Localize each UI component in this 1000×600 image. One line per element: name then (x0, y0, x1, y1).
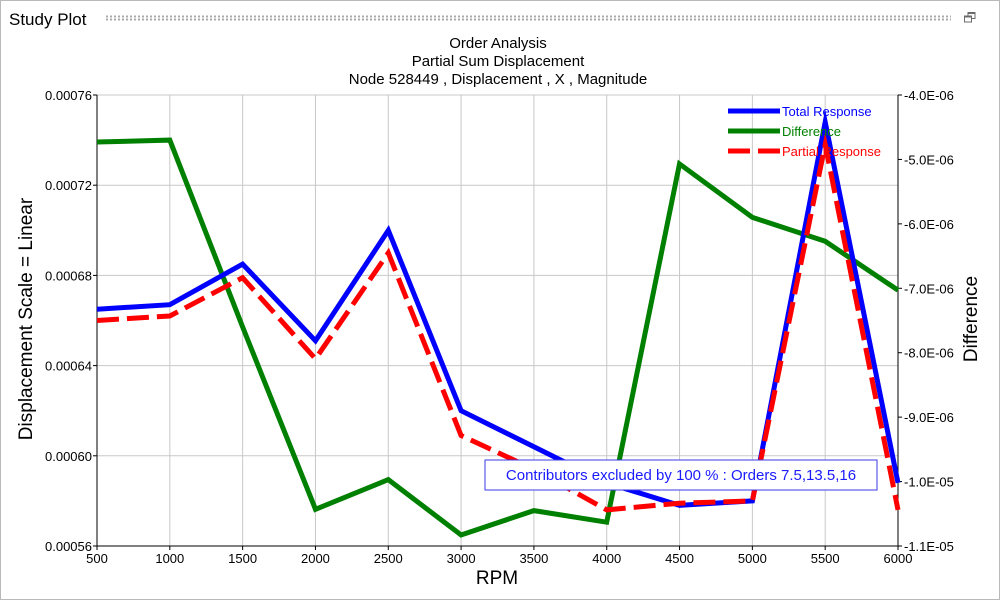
legend-label: Partial Response (782, 144, 881, 159)
x-tick-label: 4500 (665, 551, 694, 566)
x-tick-label: 3000 (447, 551, 476, 566)
x-tick-label: 4000 (592, 551, 621, 566)
x-tick-label: 2500 (374, 551, 403, 566)
annotation-box (484, 459, 878, 491)
titlebar-drag-grip[interactable] (105, 15, 951, 21)
window-title: Study Plot (9, 10, 87, 29)
x-tick-label: 500 (86, 551, 108, 566)
y-tick-label: 0.00064 (45, 359, 92, 374)
y2-tick-label: -9.0E-06 (904, 410, 954, 425)
y-tick-label: 0.00076 (45, 88, 92, 103)
y-tick-label: 0.00068 (45, 268, 92, 283)
y2-tick-label: -8.0E-06 (904, 346, 954, 361)
legend-label: Total Response (782, 104, 872, 119)
y2-tick-label: -6.0E-06 (904, 217, 954, 232)
y-tick-label: 0.00056 (45, 539, 92, 554)
y-tick-label: 0.00060 (45, 449, 92, 464)
x-tick-label: 5000 (738, 551, 767, 566)
x-tick-label: 2000 (301, 551, 330, 566)
y2-tick-label: -7.0E-06 (904, 281, 954, 296)
y2-axis-label: Difference (961, 276, 982, 362)
y2-tick-label: -1.1E-05 (904, 539, 954, 554)
chart-title-line-2: Partial Sum Displacement (412, 53, 585, 70)
x-tick-label: 1000 (155, 551, 184, 566)
window-titlebar[interactable]: Study Plot (1, 1, 999, 37)
chart-title-line-3: Node 528449 , Displacement , X , Magnitu… (349, 71, 648, 88)
y2-tick-label: -4.0E-06 (904, 88, 954, 103)
x-tick-label: 1500 (228, 551, 257, 566)
x-tick-label: 5500 (811, 551, 840, 566)
series-line-total-response[interactable] (96, 109, 901, 508)
legend-label: Difference (782, 124, 841, 139)
annotation-text: Contributors excluded by 100 % : Orders … (506, 467, 856, 484)
restore-window-icon[interactable] (963, 11, 977, 25)
y-tick-label: 0.00072 (45, 178, 92, 193)
x-axis-label: RPM (476, 568, 518, 589)
y2-tick-label: -1.0E-05 (904, 475, 954, 490)
x-tick-label: 3500 (519, 551, 548, 566)
chart-title-line-1: Order Analysis (449, 37, 547, 52)
y-axis-label: Displacement Scale = Linear (16, 197, 37, 440)
x-tick-label: 6000 (884, 551, 913, 566)
y2-tick-label: -5.0E-06 (904, 152, 954, 167)
series-line-partial-response[interactable] (96, 131, 901, 513)
series-line-difference[interactable] (96, 137, 900, 538)
